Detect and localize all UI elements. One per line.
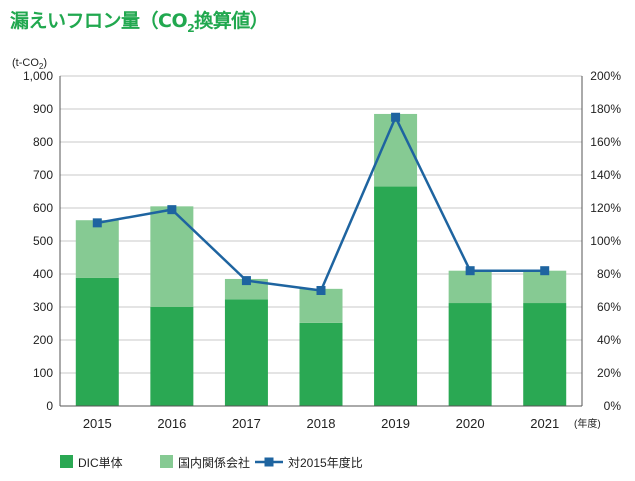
legend-label-dic: DIC単体 [78,456,123,470]
x-tick-label: 2017 [232,416,261,431]
y-tick-label: 500 [33,234,53,248]
bar-dic [150,307,194,406]
x-tick-label: 2021 [530,416,559,431]
legend-swatch-affiliates [160,455,173,468]
ratio-marker [540,266,550,276]
y-tick-label: 200 [33,333,53,347]
x-tick-label: 2015 [83,416,112,431]
ratio-line-group [92,112,550,295]
y-tick-label: 800 [33,135,53,149]
y2-tick-label: 140% [590,168,621,182]
y2-tick-label: 200% [590,69,621,83]
x-tick-label: 2020 [456,416,485,431]
bar-dic [523,303,567,406]
bar-affiliates [523,270,567,304]
y2-tick-label: 120% [590,201,621,215]
y-tick-label: 600 [33,201,53,215]
y-axis-unit-tail: ) [43,57,47,69]
y2-tick-label: 100% [590,234,621,248]
x-tick-label: 2018 [307,416,336,431]
axes [59,76,583,407]
legend-swatch-dic [60,455,73,468]
y2-tick-label: 160% [590,135,621,149]
bar-dic [374,186,418,406]
ratio-marker [465,266,475,276]
ratio-marker [316,286,326,295]
tick-labels: 0 100 200 300 400 500 600 700 800 900 1,000 0% 20% 40… [23,69,621,431]
y2-tick-label: 20% [597,366,621,380]
x-tick-label: 2016 [157,416,186,431]
bar-dic [75,277,119,406]
y2-tick-label: 80% [597,267,621,281]
y2-tick-label: 60% [597,300,621,314]
chart-title-main: 漏えいフロン量（CO [10,10,188,32]
y2-tick-label: 0% [604,399,622,413]
y-axis-unit-main: (t-CO [12,57,39,69]
legend: DIC単体 国内関係会社 対2015年度比 [60,455,363,470]
chart-title: 漏えいフロン量（CO2換算値） [10,6,269,35]
bar-affiliates [224,278,268,300]
y-axis-unit: (t-CO2) [12,57,47,71]
y-tick-label: 400 [33,267,53,281]
y-tick-label: 700 [33,168,53,182]
y-tick-label: 0 [46,399,53,413]
legend-label-ratio: 対2015年度比 [288,455,363,470]
legend-marker-ratio [264,457,274,467]
ratio-marker [391,112,401,122]
ratio-marker [241,276,251,286]
bar-affiliates [150,206,194,307]
y-tick-label: 900 [33,102,53,116]
chart-title-tail: 換算値） [194,10,269,32]
bar-dic [299,322,343,406]
y2-tick-label: 40% [597,333,621,347]
bar-group [75,113,567,406]
y-tick-label: 300 [33,300,53,314]
y-tick-label: 1,000 [23,69,53,83]
y2-tick-label: 180% [590,102,621,116]
ratio-marker [92,218,102,228]
bar-affiliates [448,270,492,304]
x-tick-label: 2019 [381,416,410,431]
bar-affiliates [75,220,119,278]
bar-dic [224,299,268,406]
bar-dic [448,303,492,406]
x-axis-unit: (年度) [574,417,601,430]
ratio-marker [167,205,177,215]
y-tick-label: 100 [33,366,53,380]
legend-label-affiliates: 国内関係会社 [178,455,250,470]
y-axis-unit-subscript: 2 [39,62,44,71]
chart-title-subscript: 2 [187,21,195,35]
